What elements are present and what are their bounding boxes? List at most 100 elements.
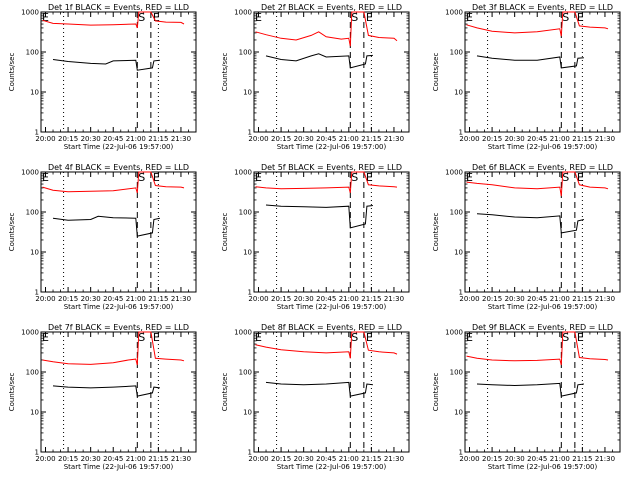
panel-title: Det 7f BLACK = Events, RED = LLD xyxy=(48,323,189,332)
x-tick-label: 20:45 xyxy=(527,455,547,463)
e-marker-left: E xyxy=(42,331,49,344)
detector-panel: Det 5f BLACK = Events, RED = LLD 1 10 100 10… xyxy=(221,163,410,311)
s-marker: S xyxy=(138,171,145,184)
lld-series-line xyxy=(466,331,609,366)
panel-title: Det 8f BLACK = Events, RED = LLD xyxy=(261,323,402,332)
x-tick-label: 20:15 xyxy=(482,295,502,303)
x-tick-label: 21:15 xyxy=(361,455,381,463)
e-marker-left: E xyxy=(42,11,49,24)
plot-frame xyxy=(464,331,621,453)
detector-panel: Det 9f BLACK = Events, RED = LLD 1 10 100 10… xyxy=(432,323,621,471)
x-tick-label: 20:00 xyxy=(248,295,268,303)
y-tick-label: 1000 xyxy=(234,9,252,17)
x-tick-label: 20:00 xyxy=(459,455,479,463)
detector-panel: Det 8f BLACK = Events, RED = LLD 1 10 100 10… xyxy=(221,323,410,471)
y-tick-label: 1 xyxy=(459,129,463,137)
x-tick-label: 20:30 xyxy=(81,135,101,143)
x-tick-label: 20:15 xyxy=(271,455,291,463)
x-tick-label: 20:45 xyxy=(316,295,336,303)
plot-frame xyxy=(464,11,621,133)
lld-series-line xyxy=(466,11,609,37)
y-tick-label: 10 xyxy=(243,409,252,417)
x-tick-label: 20:45 xyxy=(316,135,336,143)
x-tick-label: 20:30 xyxy=(81,295,101,303)
x-tick-label: 20:00 xyxy=(35,135,55,143)
plot-frame xyxy=(253,171,410,293)
lld-series-line xyxy=(255,11,398,47)
detector-panel: Det 7f BLACK = Events, RED = LLD 1 10 100 10… xyxy=(8,323,197,471)
x-tick-label: 20:00 xyxy=(459,295,479,303)
y-tick-label: 100 xyxy=(239,369,252,377)
y-tick-label: 1000 xyxy=(445,329,463,337)
plot-frame xyxy=(40,171,197,293)
x-tick-label: 20:15 xyxy=(271,295,291,303)
x-tick-label: 20:30 xyxy=(81,455,101,463)
x-tick-label: 20:30 xyxy=(294,455,314,463)
e-marker: E xyxy=(366,331,373,344)
x-axis-label: Start Time (22-Jul-06 19:57:00) xyxy=(277,303,387,311)
e-marker: E xyxy=(153,11,160,24)
s-marker: S xyxy=(351,171,358,184)
y-tick-label: 1 xyxy=(459,289,463,297)
e-marker: E xyxy=(366,11,373,24)
y-tick-label: 1000 xyxy=(445,169,463,177)
x-tick-label: 20:45 xyxy=(103,295,123,303)
detector-panel: Det 6f BLACK = Events, RED = LLD 1 10 100 10… xyxy=(432,163,621,311)
y-tick-label: 10 xyxy=(30,89,39,97)
e-marker: E xyxy=(153,171,160,184)
s-marker: S xyxy=(562,331,569,344)
y-axis-label: Counts/sec xyxy=(221,373,229,412)
panel-title: Det 5f BLACK = Events, RED = LLD xyxy=(261,163,402,172)
y-axis-label: Counts/sec xyxy=(432,213,440,252)
x-tick-label: 20:00 xyxy=(248,455,268,463)
events-series-line xyxy=(265,204,373,229)
y-tick-label: 10 xyxy=(454,89,463,97)
x-tick-label: 20:30 xyxy=(294,295,314,303)
x-tick-label: 21:00 xyxy=(550,135,570,143)
plot-frame xyxy=(253,11,410,133)
x-tick-label: 21:00 xyxy=(126,135,146,143)
panel-title: Det 4f BLACK = Events, RED = LLD xyxy=(48,163,189,172)
s-marker: S xyxy=(138,11,145,24)
plot-frame xyxy=(464,171,621,293)
x-tick-label: 20:15 xyxy=(58,295,78,303)
detector-panel: Det 1f BLACK = Events, RED = LLD 1 10 100 10… xyxy=(8,3,197,151)
x-tick-label: 20:15 xyxy=(271,135,291,143)
x-tick-label: 21:30 xyxy=(595,295,615,303)
y-tick-label: 1000 xyxy=(445,9,463,17)
y-tick-label: 1 xyxy=(459,449,463,457)
s-marker: S xyxy=(351,11,358,24)
x-axis-label: Start Time (22-Jul-06 19:57:00) xyxy=(488,143,598,151)
x-tick-label: 20:00 xyxy=(35,455,55,463)
e-marker-left: E xyxy=(466,331,473,344)
lld-series-line xyxy=(255,331,398,359)
x-tick-label: 21:15 xyxy=(148,455,168,463)
y-tick-label: 100 xyxy=(26,49,39,57)
s-marker: S xyxy=(138,331,145,344)
x-tick-label: 21:30 xyxy=(384,295,404,303)
lld-series-line xyxy=(42,11,185,29)
x-tick-label: 20:45 xyxy=(103,135,123,143)
y-tick-label: 100 xyxy=(450,209,463,217)
y-axis-label: Counts/sec xyxy=(8,213,16,252)
y-tick-label: 10 xyxy=(243,249,252,257)
x-tick-label: 21:30 xyxy=(171,135,191,143)
x-tick-label: 20:30 xyxy=(294,135,314,143)
y-tick-label: 1000 xyxy=(21,9,39,17)
x-tick-label: 20:30 xyxy=(505,135,525,143)
lld-series-line xyxy=(466,171,609,197)
events-series-line xyxy=(52,385,160,397)
x-tick-label: 20:45 xyxy=(316,455,336,463)
x-tick-label: 21:15 xyxy=(572,135,592,143)
y-tick-label: 100 xyxy=(239,209,252,217)
e-marker-left: E xyxy=(42,171,49,184)
x-tick-label: 21:30 xyxy=(595,455,615,463)
x-tick-label: 21:00 xyxy=(126,295,146,303)
y-axis-label: Counts/sec xyxy=(432,373,440,412)
panel-title: Det 3f BLACK = Events, RED = LLD xyxy=(472,3,613,12)
plot-frame xyxy=(40,11,197,133)
e-marker: E xyxy=(577,11,584,24)
y-tick-label: 1 xyxy=(248,289,252,297)
e-marker-left: E xyxy=(466,11,473,24)
